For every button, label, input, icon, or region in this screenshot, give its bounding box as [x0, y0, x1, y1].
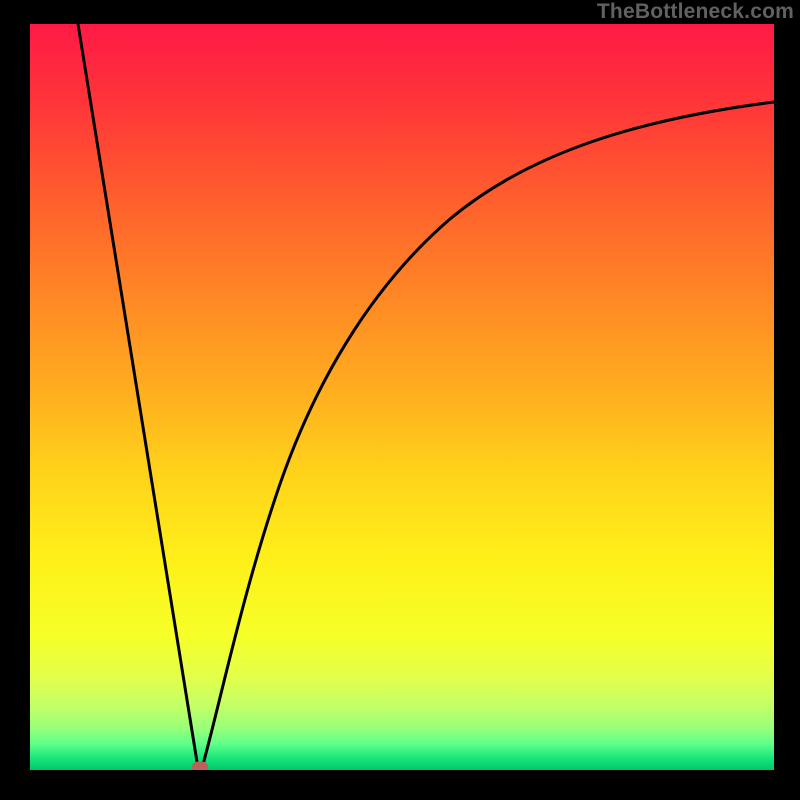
chart-stage: TheBottleneck.com — [0, 0, 800, 800]
bottleneck-curve — [30, 24, 774, 770]
curve-right-branch — [202, 102, 774, 768]
curve-left-branch — [78, 24, 198, 768]
watermark-text: TheBottleneck.com — [597, 0, 794, 24]
minimum-marker — [192, 762, 208, 771]
plot-area — [30, 24, 774, 770]
